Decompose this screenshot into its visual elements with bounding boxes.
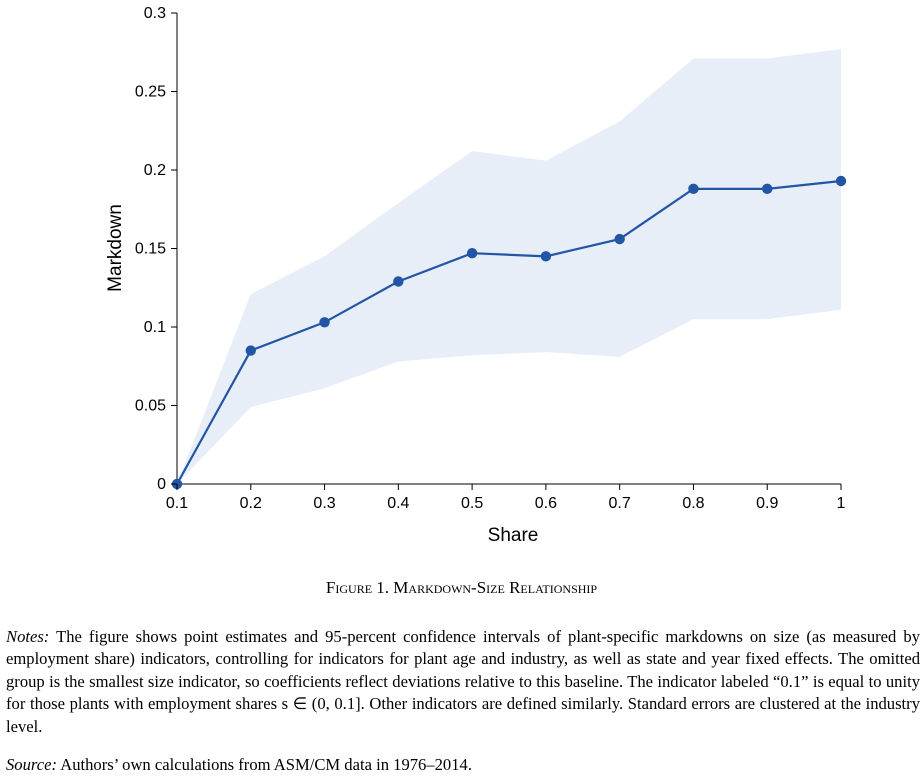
figure-source: Source: Authors’ own calculations from A…: [6, 754, 920, 776]
x-tick-label: 0.5: [461, 495, 483, 512]
data-points: [171, 175, 847, 490]
x-tick-label: 0.4: [387, 495, 409, 512]
data-point: [466, 248, 478, 259]
data-point: [762, 183, 773, 195]
x-tick-label: 0.3: [313, 495, 335, 512]
y-axis-label: Markdown: [105, 204, 126, 292]
y-tick-label: 0.05: [135, 398, 166, 415]
x-axis-label: Share: [488, 525, 539, 546]
x-tick-label: 1: [837, 495, 846, 512]
data-point: [614, 233, 625, 245]
y-tick-label: 0.3: [144, 5, 166, 22]
figure-caption: Figure 1. Markdown-Size Relationship: [0, 578, 923, 598]
data-point: [393, 276, 404, 287]
data-point: [319, 317, 330, 328]
x-tick-label: 0.7: [609, 495, 631, 512]
figure-title: Markdown-Size Relationship: [393, 578, 598, 597]
x-tick-label: 0.1: [166, 495, 188, 512]
data-point: [688, 183, 699, 195]
x-axis-ticks: 0.1 0.2 0.3 0.4 0.5 0.6 0.7 0.8 0.9 1: [166, 484, 846, 512]
data-point: [245, 345, 256, 356]
source-label: Source:: [6, 755, 57, 774]
y-tick-label: 0.15: [135, 241, 166, 258]
y-tick-label: 0.25: [135, 84, 166, 101]
confidence-interval-band: [177, 49, 841, 485]
y-tick-label: 0.1: [144, 319, 166, 336]
x-tick-label: 0.8: [682, 495, 704, 512]
axes: [172, 13, 841, 489]
series-line: [176, 179, 842, 485]
y-tick-label: 0: [157, 476, 166, 493]
data-point: [835, 175, 847, 187]
data-point: [540, 251, 552, 262]
figure-notes: Notes: The figure shows point estimates …: [6, 626, 920, 738]
y-axis-ticks: 0 0.05 0.1 0.15 0.2 0.25 0.3: [135, 5, 177, 493]
markdown-share-chart: 0.1 0.2 0.3 0.4 0.5 0.6 0.7 0.8 0.9 1 00.050.10.1…: [105, 5, 847, 546]
source-text: Authors’ own calculations from ASM/CM da…: [57, 755, 472, 774]
x-tick-label: 0.9: [756, 495, 778, 512]
notes-label: Notes:: [6, 627, 50, 646]
notes-text: The figure shows point estimates and 95-…: [6, 627, 920, 736]
x-tick-label: 0.2: [240, 495, 262, 512]
y-tick-label: 0.2: [144, 162, 166, 179]
figure-number: Figure 1.: [325, 578, 390, 597]
x-tick-label: 0.6: [535, 495, 557, 512]
